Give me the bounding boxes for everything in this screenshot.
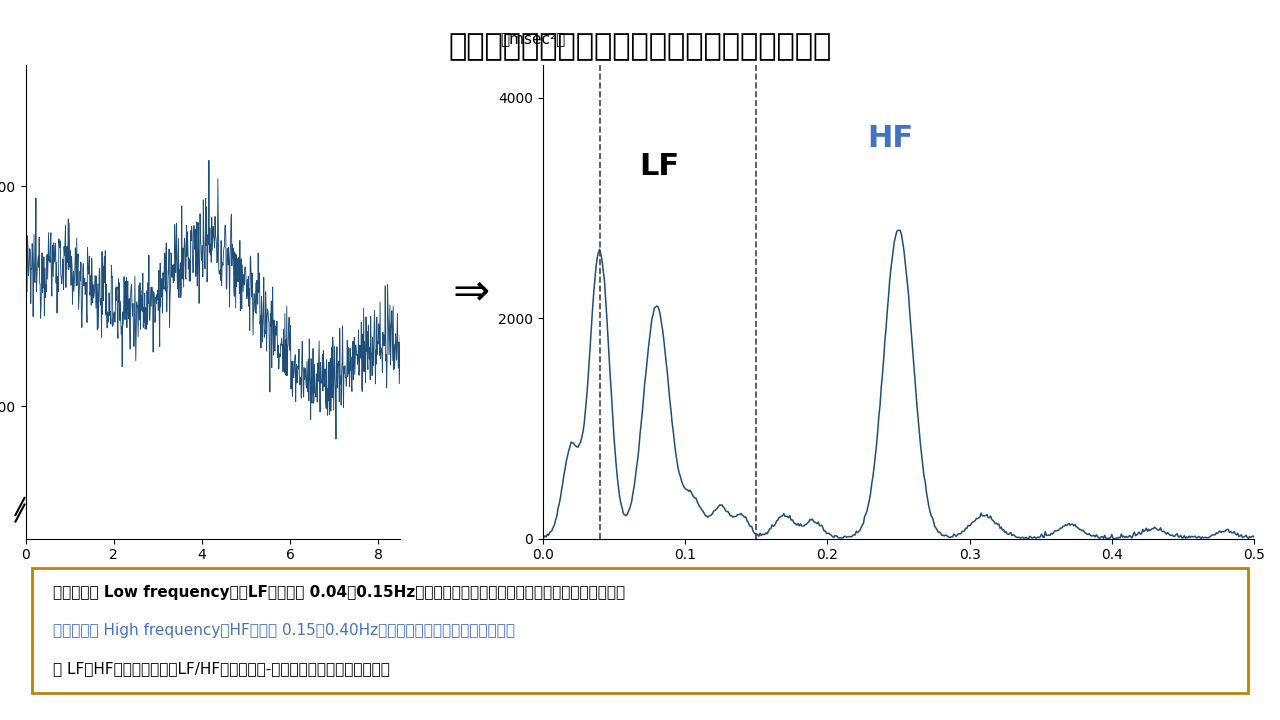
- X-axis label: （Hz）: （Hz）: [879, 568, 918, 583]
- Text: 高周波成分 High frequency（HF）帯域 0.15～0.40Hz　：　副交感神経活動を反映する: 高周波成分 High frequency（HF）帯域 0.15～0.40Hz ：…: [52, 624, 515, 638]
- FancyBboxPatch shape: [32, 568, 1248, 693]
- Text: ⇒: ⇒: [453, 271, 490, 314]
- Text: HF: HF: [867, 125, 914, 153]
- Text: 心拍変動周波数解析による自律神経系機能評価: 心拍変動周波数解析による自律神経系機能評価: [448, 32, 832, 61]
- Text: （msec²）: （msec²）: [500, 31, 566, 46]
- Text: LF: LF: [640, 152, 680, 181]
- Text: ＊ LFをHFで除した比率（LF/HF比）　交感-副交感神経のバランスを示す: ＊ LFをHFで除した比率（LF/HF比） 交感-副交感神経のバランスを示す: [52, 661, 389, 676]
- X-axis label: 時間経過（min）: 時間経過（min）: [172, 568, 255, 583]
- Text: 低周波成分 Low frequency　（LF）　帯域 0.04～0.15Hz　：　副交感神経活動と交感神経活動の両者を含む: 低周波成分 Low frequency （LF） 帯域 0.04～0.15Hz …: [52, 585, 625, 600]
